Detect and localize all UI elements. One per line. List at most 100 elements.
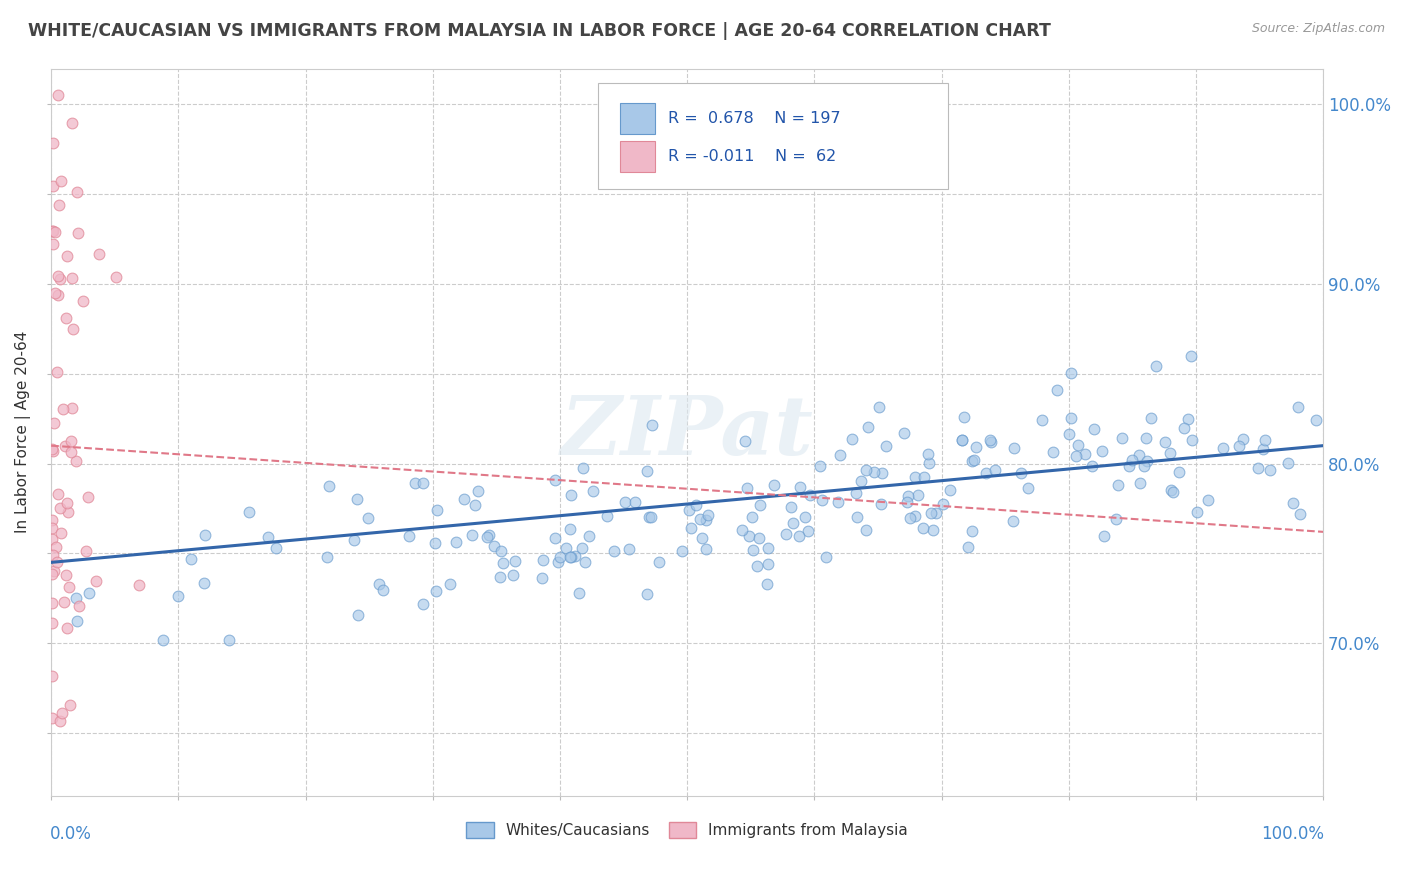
Point [1017, 481, 1039, 495]
Point [1197, 493, 1219, 508]
Point [489, 570, 512, 584]
Point [756, 577, 779, 591]
Point [1067, 438, 1090, 452]
Point [748, 531, 770, 545]
Point [1286, 400, 1309, 414]
Point [49, 174, 72, 188]
Point [1144, 359, 1167, 374]
Point [425, 584, 447, 599]
Point [950, 434, 973, 448]
Point [1121, 453, 1143, 467]
Point [1060, 366, 1083, 380]
Point [872, 466, 894, 480]
Point [980, 435, 1002, 450]
Point [756, 558, 779, 572]
Point [636, 464, 658, 478]
Point [904, 470, 927, 484]
Point [60, 401, 83, 416]
Point [62, 322, 84, 336]
Point [464, 499, 486, 513]
Point [86, 574, 108, 589]
Point [689, 511, 711, 525]
Point [193, 576, 215, 591]
Point [1042, 444, 1064, 458]
Point [960, 454, 983, 468]
Point [343, 533, 366, 547]
Point [1073, 447, 1095, 461]
Point [547, 555, 569, 569]
Point [617, 541, 640, 556]
Point [48, 197, 70, 211]
Point [41, 532, 63, 546]
Point [238, 505, 260, 519]
Point [931, 497, 953, 511]
Point [423, 536, 446, 550]
Point [564, 549, 586, 563]
Point [42, 417, 65, 431]
Point [77, 490, 100, 504]
Point [41, 711, 63, 725]
Point [1288, 507, 1310, 521]
Point [42, 444, 65, 458]
Point [56, 621, 79, 635]
Point [950, 433, 973, 447]
FancyBboxPatch shape [598, 83, 948, 188]
Point [1057, 427, 1080, 442]
Point [697, 508, 720, 522]
Point [912, 470, 935, 484]
Point [862, 465, 884, 479]
Point [1177, 412, 1199, 426]
Point [685, 499, 707, 513]
Point [692, 531, 714, 545]
Point [636, 586, 658, 600]
Point [346, 492, 368, 507]
Point [42, 549, 65, 563]
Point [41, 224, 63, 238]
Point [742, 542, 765, 557]
Point [42, 136, 65, 150]
Point [828, 448, 851, 462]
Point [560, 522, 582, 536]
Point [741, 510, 763, 524]
Point [572, 461, 595, 475]
Point [62, 116, 84, 130]
Point [548, 550, 571, 565]
Point [925, 506, 948, 520]
Point [568, 586, 591, 600]
Point [641, 418, 664, 433]
Point [911, 521, 934, 535]
Point [856, 420, 879, 434]
Y-axis label: In Labor Force | Age 20-64: In Labor Force | Age 20-64 [15, 331, 31, 533]
Point [478, 528, 501, 542]
Point [735, 481, 758, 495]
Point [846, 510, 869, 524]
Point [1083, 422, 1105, 436]
Point [558, 549, 581, 564]
Point [907, 488, 929, 502]
Point [1118, 459, 1140, 474]
Point [578, 529, 600, 543]
Point [67, 226, 90, 240]
Point [41, 567, 63, 582]
Point [467, 483, 489, 498]
Point [855, 463, 877, 477]
Point [1111, 431, 1133, 445]
Point [65, 591, 87, 606]
Point [1185, 505, 1208, 519]
Point [41, 669, 63, 683]
Point [41, 616, 63, 631]
Point [898, 511, 921, 525]
Point [1232, 432, 1254, 446]
Point [531, 553, 554, 567]
Point [318, 478, 340, 492]
Point [695, 541, 717, 556]
Point [44, 225, 66, 239]
Point [66, 615, 89, 629]
Point [1305, 413, 1327, 427]
Point [1064, 450, 1087, 464]
Point [918, 456, 941, 470]
Point [65, 453, 87, 467]
Point [58, 698, 80, 713]
Point [574, 556, 596, 570]
Point [1133, 459, 1156, 474]
